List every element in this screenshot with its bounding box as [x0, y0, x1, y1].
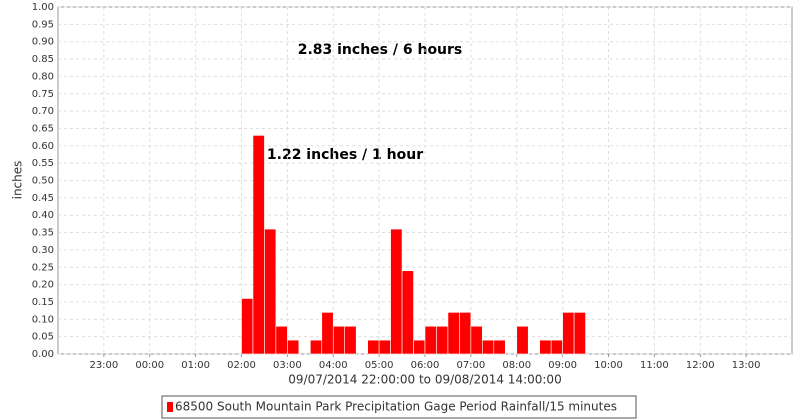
bar	[332, 325, 346, 355]
bar	[459, 312, 472, 355]
y-tick-label: 0.70	[32, 106, 54, 117]
legend-swatch	[167, 402, 173, 412]
bar	[447, 312, 460, 355]
legend	[161, 395, 637, 419]
bar	[516, 325, 529, 355]
x-tick-label: 03:00	[273, 360, 302, 371]
bar	[424, 325, 437, 355]
x-tick-label: 04:00	[319, 360, 348, 371]
bar	[573, 312, 586, 355]
bar	[310, 339, 323, 355]
y-tick-label: 0.25	[32, 262, 54, 273]
x-tick-label: 12:00	[686, 360, 715, 371]
x-tick-label: 23:00	[89, 360, 118, 371]
bar	[550, 339, 563, 355]
x-axis-label: 09/07/2014 22:00:00 to 09/08/2014 14:00:…	[288, 373, 561, 387]
bar	[539, 339, 552, 355]
y-tick-label: 0.15	[32, 297, 54, 308]
y-axis-label: inches	[11, 161, 25, 200]
y-tick-label: 0.80	[32, 71, 54, 82]
y-tick-label: 0.00	[32, 349, 54, 360]
bar	[275, 325, 288, 355]
bar	[562, 312, 575, 355]
y-tick-label: 0.35	[32, 228, 54, 239]
x-tick-label: 11:00	[640, 360, 669, 371]
bar	[241, 298, 254, 355]
x-tick-label: 10:00	[594, 360, 623, 371]
bar	[401, 270, 414, 355]
bar	[482, 339, 495, 355]
bar	[287, 339, 300, 355]
y-tick-label: 0.60	[32, 141, 54, 152]
y-tick-label: 0.45	[32, 193, 54, 204]
legend-label: 68500 South Mountain Park Precipitation …	[175, 400, 617, 414]
x-tick-label: 09:00	[548, 360, 577, 371]
bar	[493, 339, 506, 355]
bar	[252, 135, 265, 355]
y-tick-label: 0.65	[32, 123, 54, 134]
y-tick-label: 0.95	[32, 19, 54, 30]
x-tick-label: 13:00	[732, 360, 761, 371]
y-tick-label: 0.75	[32, 89, 54, 100]
x-tick-label: 07:00	[456, 360, 485, 371]
bar	[264, 228, 277, 355]
bar	[344, 325, 357, 355]
annotation: 1.22 inches / 1 hour	[267, 147, 423, 163]
x-tick-label: 06:00	[411, 360, 440, 371]
bar	[436, 325, 449, 355]
x-tick-label: 08:00	[502, 360, 531, 371]
x-tick-label: 01:00	[181, 360, 210, 371]
y-tick-label: 0.10	[32, 314, 54, 325]
bar	[378, 339, 391, 355]
y-tick-label: 0.50	[32, 176, 54, 187]
bar	[321, 312, 334, 355]
y-tick-label: 0.05	[32, 332, 54, 343]
x-tick-label: 00:00	[135, 360, 164, 371]
bar	[413, 339, 426, 355]
bar	[367, 339, 380, 355]
y-tick-label: 0.85	[32, 54, 54, 65]
y-tick-label: 0.40	[32, 210, 54, 221]
y-tick-label: 0.30	[32, 245, 54, 256]
y-tick-label: 1.00	[32, 2, 54, 13]
y-tick-label: 0.20	[32, 280, 54, 291]
y-tick-label: 0.90	[32, 37, 54, 48]
bar	[390, 228, 403, 355]
x-tick-label: 05:00	[365, 360, 394, 371]
bar	[470, 325, 483, 355]
y-tick-label: 0.55	[32, 158, 54, 169]
annotation: 2.83 inches / 6 hours	[298, 42, 463, 58]
x-tick-label: 02:00	[227, 360, 256, 371]
